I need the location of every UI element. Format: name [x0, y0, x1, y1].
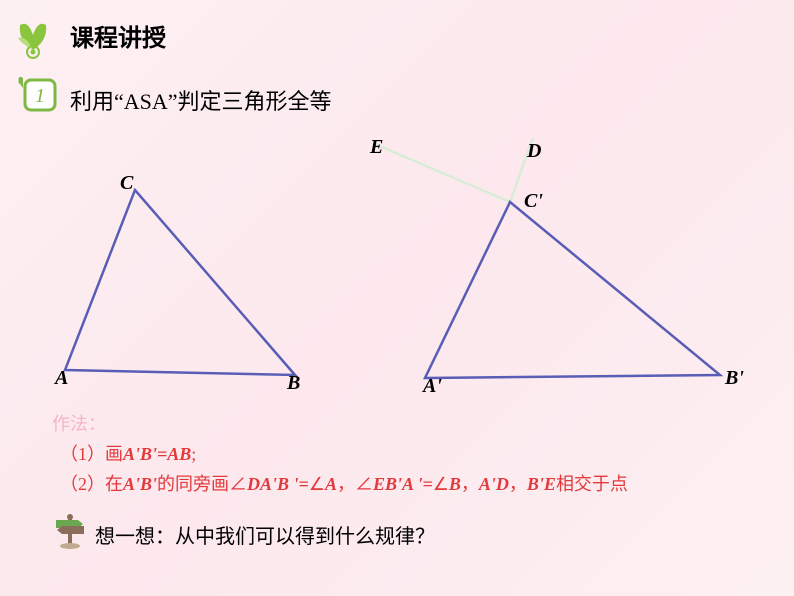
s2-p8: ∠	[433, 474, 449, 494]
vertex-bp-label: B'	[725, 367, 744, 390]
vertex-d-label: D	[527, 140, 541, 163]
s2-p1: A'B'	[123, 474, 157, 494]
s2-p7: EB'A '=	[373, 474, 433, 494]
signpost-icon	[50, 510, 90, 550]
svg-text:1: 1	[35, 85, 45, 107]
s2-p9: B	[449, 474, 461, 494]
vertex-b-label: B	[287, 372, 300, 395]
s2-p13: B'E	[527, 474, 556, 494]
step-2: （2）在A'B'的同旁画∠DA'B '=∠A，∠EB'A '=∠B，A'D，B'…	[60, 470, 628, 496]
step1-formula: A'B'=AB	[123, 444, 191, 464]
subtitle: 利用“ASA”判定三角形全等	[70, 84, 332, 116]
logo-icon	[8, 10, 58, 60]
section-badge-icon: 1	[15, 70, 61, 116]
vertex-c-label: C	[120, 172, 133, 195]
vertex-ap-label: A'	[423, 375, 442, 398]
s2-p10: ，	[461, 474, 479, 494]
s2-p5: A	[325, 474, 337, 494]
think-prompt: 想一想：从中我们可以得到什么规律？	[95, 520, 435, 549]
s2-p3: DA'B '=	[247, 474, 309, 494]
vertex-e-label: E	[370, 136, 383, 159]
s2-p2: 的同旁画∠	[157, 474, 247, 494]
method-label: 作法：	[52, 410, 106, 436]
s2-prefix: （2）在	[60, 474, 123, 494]
step-1: （1）画A'B'=AB;	[60, 440, 196, 466]
vertex-a-label: A	[55, 367, 68, 390]
s2-p6: ，∠	[337, 474, 373, 494]
step1-prefix: （1）画	[60, 444, 123, 464]
s2-p14: 相交于点	[556, 474, 628, 494]
step1-suffix: ;	[191, 444, 196, 464]
s2-p4: ∠	[309, 474, 325, 494]
page-title: 课程讲授	[70, 18, 166, 53]
vertex-cp-label: C'	[524, 190, 543, 213]
s2-p12: ，	[509, 474, 527, 494]
s2-p11: A'D	[479, 474, 509, 494]
